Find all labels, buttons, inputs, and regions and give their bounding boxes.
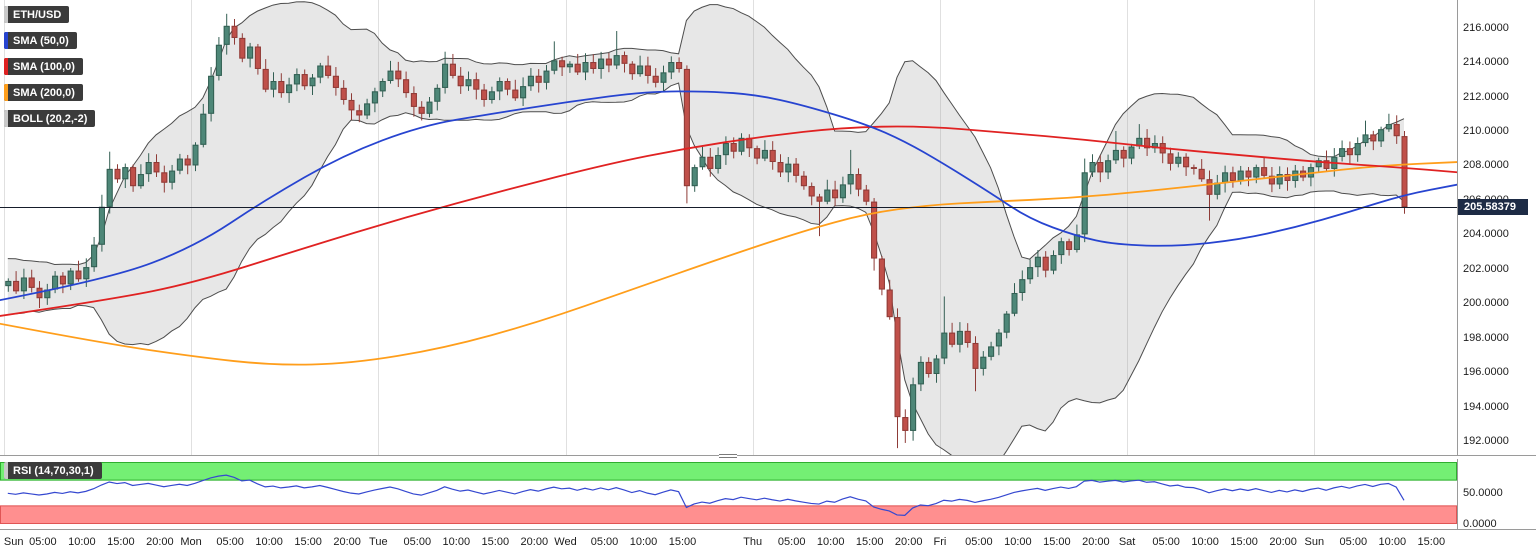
time-axis-label: Fri	[933, 536, 947, 548]
time-axis-label: 15:00	[668, 536, 697, 548]
price-axis-label: 194.0000	[1463, 400, 1509, 413]
rsi-pane: RSI (14,70,30,1)	[0, 459, 1457, 529]
legend-item-sma200[interactable]: SMA (200,0)	[4, 84, 83, 101]
rsi-axis-label: 50.0000	[1463, 487, 1503, 499]
time-axis-label: 10:00	[442, 536, 471, 548]
time-axis-label: 05:00	[777, 536, 806, 548]
time-axis-label: 20:00	[333, 536, 361, 548]
price-axis-label: 214.0000	[1463, 56, 1509, 69]
sma50-label: SMA (50,0)	[13, 35, 69, 47]
legend-item-symbol[interactable]: ETH/USD	[4, 6, 70, 23]
rsi-axis-label: 0.0000	[1463, 518, 1497, 530]
time-axis-label: 10:00	[1378, 536, 1407, 548]
price-axis-label: 202.0000	[1463, 262, 1509, 275]
time-axis-label: 15:00	[294, 536, 322, 548]
boll-label: BOLL (20,2,-2)	[13, 113, 88, 125]
time-axis-label: Tue	[369, 536, 388, 548]
indicator-legend: ETH/USD SMA (50,0) SMA (100,0) SMA (200,…	[4, 6, 96, 127]
time-axis-label: 10:00	[255, 536, 283, 548]
sma200-label: SMA (200,0)	[13, 87, 75, 99]
time-axis-label: 05:00	[1339, 536, 1368, 548]
time-axis-label: 05:00	[1152, 536, 1180, 548]
time-axis-label: 05:00	[590, 536, 619, 548]
time-axis-label: 10:00	[816, 536, 845, 548]
time-axis-label: 15:00	[1230, 536, 1258, 548]
time-axis-label: 20:00	[894, 536, 923, 548]
time-axis-label: 10:00	[1191, 536, 1219, 548]
sma100-label: SMA (100,0)	[13, 61, 75, 73]
price-axis[interactable]: 205.58379 216.0000 214.0000 212.0000 210.00…	[1457, 0, 1536, 455]
legend-item-boll[interactable]: BOLL (20,2,-2)	[4, 110, 96, 127]
time-axis-label: 05:00	[216, 536, 244, 548]
rsi-accent-icon	[4, 462, 8, 479]
price-axis-label: 212.0000	[1463, 90, 1509, 103]
legend-item-rsi[interactable]: RSI (14,70,30,1)	[4, 462, 102, 479]
time-axis-label: 05:00	[29, 536, 57, 548]
pane-divider	[0, 455, 1536, 459]
sma50-accent-icon	[4, 32, 8, 49]
time-axis-label: 15:00	[481, 536, 510, 548]
rsi-canvas[interactable]	[0, 459, 1457, 529]
time-axis-label: Sun	[3, 536, 24, 548]
last-price-badge: 205.58379	[1458, 199, 1528, 216]
main-price-canvas[interactable]	[0, 0, 1457, 455]
time-axis-label: 15:00	[1417, 536, 1446, 548]
legend-item-sma100[interactable]: SMA (100,0)	[4, 58, 83, 75]
time-axis-label: Thu	[743, 536, 763, 548]
time-axis-label: 15:00	[855, 536, 884, 548]
time-axis-label: 05:00	[403, 536, 432, 548]
time-axis-label: 10:00	[68, 536, 96, 548]
time-axis-label: 15:00	[1043, 536, 1071, 548]
time-axis-label: Wed	[554, 536, 577, 548]
legend-item-sma50[interactable]: SMA (50,0)	[4, 32, 77, 49]
symbol-label: ETH/USD	[13, 9, 62, 21]
rsi-label: RSI (14,70,30,1)	[13, 465, 94, 477]
time-axis-label: 05:00	[965, 536, 993, 548]
time-axis-label: Sat	[1118, 536, 1136, 548]
time-axis-label: 10:00	[629, 536, 658, 548]
sma200-accent-icon	[4, 84, 8, 101]
sma100-accent-icon	[4, 58, 8, 75]
price-axis-label: 198.0000	[1463, 331, 1509, 344]
price-axis-label: 216.0000	[1463, 21, 1509, 34]
main-chart-pane: ETH/USD SMA (50,0) SMA (100,0) SMA (200,…	[0, 0, 1457, 455]
price-axis-label: 196.0000	[1463, 366, 1509, 379]
price-axis-label: 204.0000	[1463, 228, 1509, 241]
time-axis-label: Sun	[1304, 536, 1325, 548]
time-axis-label: Mon	[180, 536, 202, 548]
time-axis[interactable]: Sun 05:00 10:00 15:00 20:00 Mon 05:00 10:00 15:0…	[0, 529, 1536, 553]
time-axis-label: 20:00	[1082, 536, 1110, 548]
symbol-accent-icon	[4, 6, 8, 23]
time-axis-label: 15:00	[107, 536, 135, 548]
price-axis-label: 192.0000	[1463, 435, 1509, 448]
time-axis-label: 10:00	[1004, 536, 1032, 548]
time-axis-label: 20:00	[520, 536, 549, 548]
price-axis-label: 208.0000	[1463, 159, 1509, 172]
time-axis-label: 20:00	[146, 536, 174, 548]
pane-resize-handle[interactable]	[719, 451, 737, 460]
time-axis-label: 20:00	[1269, 536, 1297, 548]
price-axis-label: 210.0000	[1463, 124, 1509, 137]
boll-accent-icon	[4, 110, 8, 127]
rsi-axis[interactable]: 50.0000 0.0000	[1457, 459, 1536, 530]
price-axis-label: 200.0000	[1463, 297, 1509, 310]
